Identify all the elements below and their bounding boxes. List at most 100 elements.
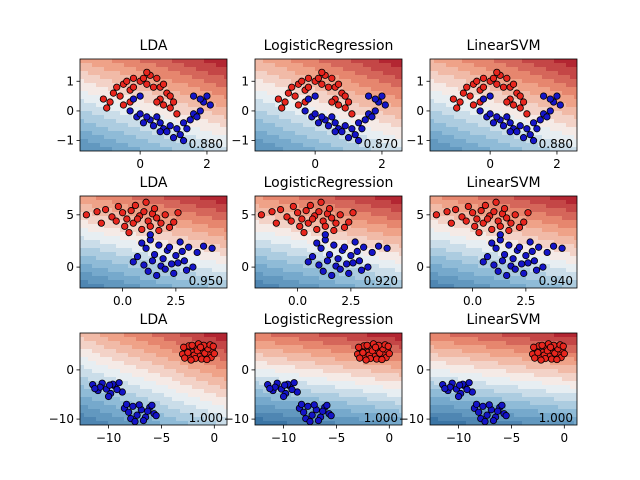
surface-cell [80,264,85,269]
surface-cell [140,135,145,140]
surface-cell [124,240,129,245]
surface-cell [355,212,360,217]
surface-cell [554,79,559,84]
surface-cell [88,280,93,285]
surface-cell [379,200,384,205]
surface-cell [502,228,507,233]
surface-cell [299,87,304,92]
surface-cell [446,127,451,132]
surface-cell [303,200,308,205]
surface-cell [184,224,189,229]
surface-cell [164,107,169,112]
surface-cell [351,200,356,205]
data-point-red [129,83,138,91]
surface-cell [351,248,356,253]
surface-cell [494,131,499,136]
data-point-red [159,101,168,109]
surface-cell [212,228,217,233]
surface-cell [395,216,400,221]
data-point-blue [178,247,186,256]
surface-cell [542,131,547,136]
surface-cell [88,276,93,281]
surface-cell [438,208,443,213]
surface-cell [546,71,551,76]
surface-cell [470,143,475,148]
surface-cell [351,220,356,225]
surface-cell [283,208,288,213]
surface-cell [311,272,316,277]
surface-cell [104,87,109,92]
surface-cell [514,99,519,104]
surface-cell [335,107,340,112]
surface-cell [259,91,264,96]
surface-cell [156,252,161,257]
data-point-red [473,77,481,85]
data-point-blue [354,119,363,127]
surface-cell [132,228,137,233]
data-point-blue [358,125,366,133]
surface-cell [84,244,89,249]
surface-cell [363,212,368,217]
surface-cell [104,119,109,124]
surface-cell [359,147,364,151]
surface-cell [200,220,205,225]
data-point-blue [364,263,372,271]
surface-cell [116,208,121,213]
surface-cell [434,196,439,201]
surface-cell [458,204,463,209]
surface-cell [140,284,145,288]
surface-cell [152,131,157,136]
surface-cell [315,63,320,68]
surface-cell [88,252,93,257]
surface-cell [92,123,97,128]
surface-cell [526,99,531,104]
surface-cell [152,147,157,151]
surface-cell [331,260,336,265]
surface-cell [224,147,227,151]
surface-cell [454,224,459,229]
x-tick-label: 2 [203,157,211,171]
surface-cell [347,143,352,148]
surface-cell [152,139,157,144]
surface-cell [295,236,300,241]
surface-cell [184,95,189,100]
surface-cell [176,107,181,112]
surface-cell [279,127,284,132]
surface-cell [100,79,105,84]
surface-cell [172,59,177,64]
surface-cell [367,232,372,237]
surface-cell [267,135,272,140]
surface-cell [391,240,396,245]
surface-cell [216,83,221,88]
surface-cell [315,147,320,151]
surface-cell [92,111,97,116]
surface-cell [180,91,185,96]
surface-cell [331,232,336,237]
surface-cell [442,139,447,144]
surface-cell [84,99,89,104]
surface-cell [371,204,376,209]
surface-cell [128,131,133,136]
surface-cell [299,212,304,217]
surface-cell [335,143,340,148]
surface-cell [180,196,185,201]
surface-cell [363,131,368,136]
surface-cell [323,284,328,288]
surface-cell [275,135,280,140]
surface-cell [263,91,268,96]
surface-cell [363,284,368,288]
surface-cell [196,204,201,209]
surface-cell [220,131,225,136]
data-point-red [298,215,306,223]
surface-cell [212,212,217,217]
surface-cell [283,244,288,249]
surface-cell [192,280,197,285]
surface-cell [108,204,113,209]
surface-cell [287,240,292,245]
surface-cell [104,240,109,245]
surface-cell [299,95,304,100]
surface-cell [335,139,340,144]
surface-cell [104,71,109,76]
surface-cell [339,107,344,112]
surface-cell [538,196,543,201]
